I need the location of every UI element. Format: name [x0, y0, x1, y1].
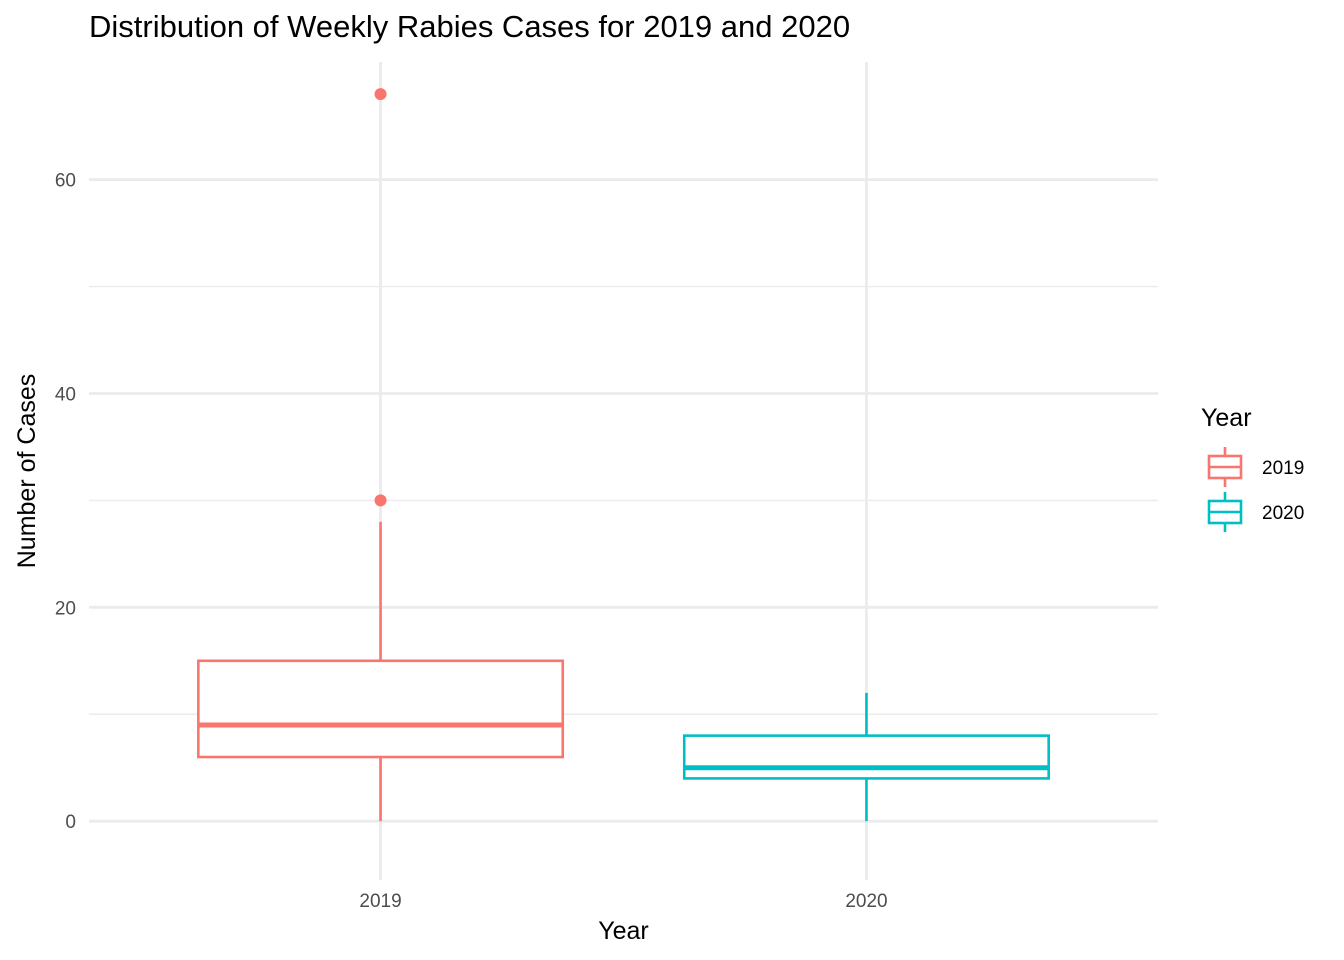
- legend-label: 2019: [1262, 458, 1304, 479]
- legend: Year 2019 2020: [1201, 404, 1304, 532]
- y-tick-label: 60: [55, 171, 76, 192]
- x-tick-label: 2020: [845, 891, 887, 912]
- box-iqr: [197, 659, 565, 759]
- outlier-point: [374, 494, 387, 507]
- box-iqr: [682, 734, 1050, 780]
- grid-lines: [89, 62, 1158, 880]
- x-axis-title: Year: [598, 917, 649, 945]
- box-2019: [197, 88, 565, 822]
- legend-item-2020: 2020: [1207, 492, 1304, 532]
- box-2020: [682, 692, 1050, 822]
- legend-label: 2020: [1262, 503, 1304, 524]
- chart-title: Distribution of Weekly Rabies Cases for …: [89, 9, 851, 44]
- y-tick-label: 20: [55, 598, 76, 619]
- outlier-point: [374, 88, 387, 101]
- y-axis-title: Number of Cases: [13, 374, 41, 569]
- legend-item-2019: 2019: [1207, 447, 1304, 487]
- y-tick-label: 40: [55, 384, 76, 405]
- legend-title: Year: [1201, 404, 1252, 432]
- y-tick-label: 0: [65, 812, 76, 833]
- boxes: [197, 88, 1050, 822]
- axes: 0 20 40 60 2019 2020 Year Number of Cases: [13, 171, 888, 945]
- x-tick-label: 2019: [359, 891, 401, 912]
